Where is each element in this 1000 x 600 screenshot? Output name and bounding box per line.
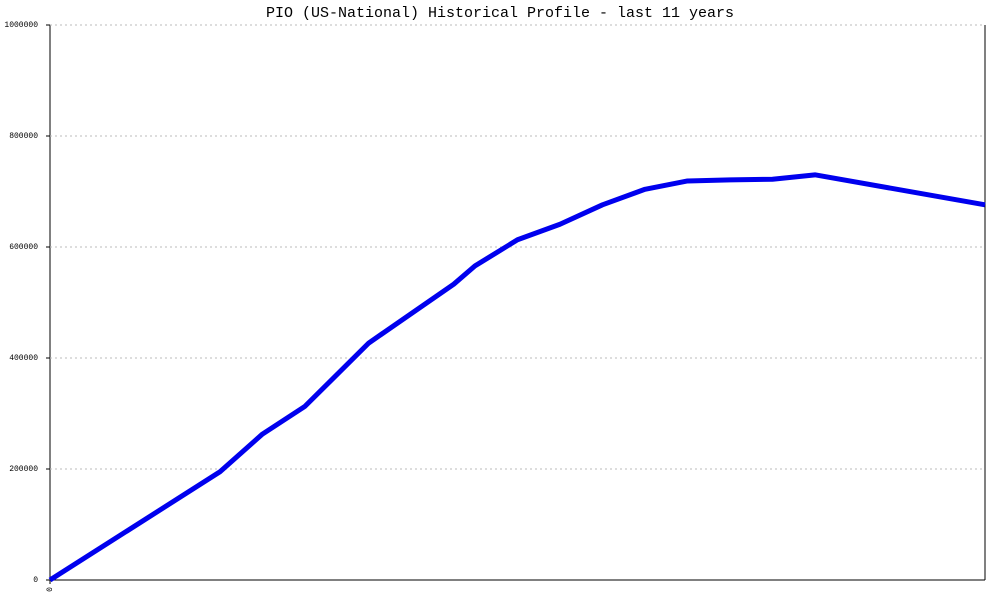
x-tick-label: 0 [46,587,55,592]
y-tick-label: 0 [33,576,38,585]
y-tick-label: 600000 [9,243,38,252]
data-line [48,172,986,583]
y-tick-label: 800000 [9,132,38,141]
chart-title: PIO (US-National) Historical Profile - l… [266,5,734,22]
y-tick-label: 400000 [9,354,38,363]
y-tick-label: 200000 [9,465,38,474]
y-tick-label: 1000000 [4,21,38,30]
